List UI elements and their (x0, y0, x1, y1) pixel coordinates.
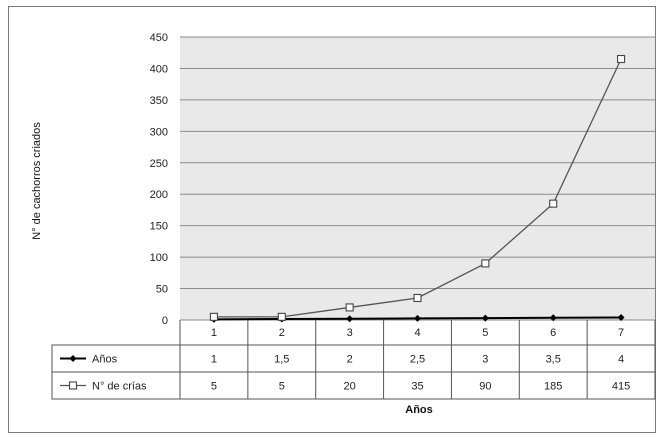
data-point-diamond (414, 314, 421, 322)
data-point-square (481, 259, 490, 268)
table-cell: 5 (279, 381, 285, 393)
table-cell: 185 (544, 381, 562, 393)
x-tick-label: 5 (482, 327, 488, 339)
legend-marker-square (68, 381, 78, 390)
table-cell: 35 (411, 381, 423, 393)
plot-area (180, 37, 655, 320)
table-cell: 1,5 (274, 354, 289, 366)
data-point-diamond (549, 314, 557, 322)
table-cell: 3 (482, 354, 488, 366)
data-point-square (617, 54, 626, 64)
y-tick-label: 100 (150, 252, 168, 264)
data-point-diamond (617, 313, 625, 321)
x-tick-label: 1 (211, 327, 217, 339)
table-cell: 4 (618, 354, 624, 366)
series-markers (209, 54, 626, 323)
table-cell: 1 (211, 354, 217, 366)
data-point-square (413, 293, 422, 303)
data-point-square (549, 199, 558, 208)
x-axis-title: Años (405, 404, 433, 416)
x-tick-label: 6 (550, 327, 556, 339)
legend-label: N° de crías (92, 381, 147, 393)
table-cell: 5 (211, 381, 217, 393)
y-tick-label: 250 (150, 158, 168, 170)
data-point-square (345, 303, 354, 312)
data-point-diamond (346, 315, 354, 323)
y-axis-title: N° de cachorros criados (31, 122, 43, 240)
data-point-diamond (481, 314, 489, 322)
x-axis-ticks: 1 2 3 4 5 6 7 (211, 327, 624, 339)
y-axis-ticks: 0 50 100 150 200 250 300 350 400 450 (150, 32, 168, 327)
table-cell: 90 (479, 381, 491, 393)
y-tick-label: 0 (162, 315, 168, 327)
data-point-square (277, 312, 286, 321)
y-tick-label: 200 (150, 189, 168, 201)
data-table: Años 1 1,5 2 2,5 3 3,5 4N° de crías 5 5 20 35 90 185 4… (51, 320, 656, 400)
y-tick-label: 300 (150, 126, 168, 138)
x-tick-label: 4 (414, 327, 420, 339)
data-point-square (209, 312, 218, 321)
table-cell: 2,5 (410, 354, 425, 366)
table-cell: 3,5 (546, 354, 561, 366)
y-tick-label: 400 (150, 63, 168, 75)
table-cell: 20 (344, 381, 356, 393)
y-tick-label: 450 (150, 32, 168, 44)
y-tick-label: 150 (150, 221, 168, 233)
y-tick-label: 350 (150, 95, 168, 107)
table-cell: 2 (347, 354, 353, 366)
y-tick-label: 50 (156, 284, 168, 296)
legend-label: Años (92, 354, 118, 366)
x-tick-label: 3 (347, 327, 353, 339)
table-cell: 415 (612, 381, 630, 393)
x-tick-label: 7 (618, 327, 624, 339)
legend-marker-diamond (69, 355, 77, 362)
x-tick-label: 2 (279, 327, 285, 339)
